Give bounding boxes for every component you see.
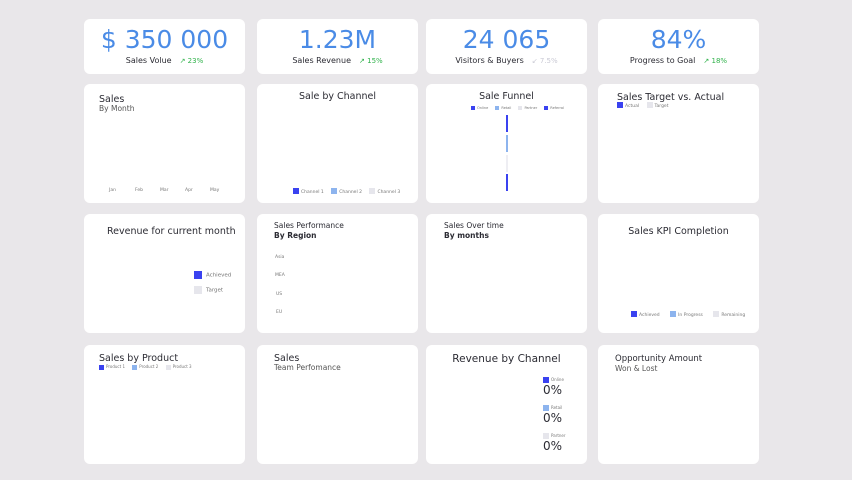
kpi-label: Progress to Goal xyxy=(629,56,696,65)
region-label: US xyxy=(276,292,283,297)
sales-over-time-card: Sales Over time By months xyxy=(426,214,587,333)
kpi-label: Sales Volue xyxy=(125,56,172,65)
card-title: Sale by Channel xyxy=(298,91,377,102)
kpi-card-sales-volume: $ 350 000 Sales Volue ↗ 23% xyxy=(84,19,245,74)
channel-stat: Online 0% xyxy=(543,377,564,397)
legend-item: Product 3 xyxy=(165,364,192,370)
card-title: Sale Funnel xyxy=(479,91,534,102)
sales-kpi-completion-card: Sales KPI Completion Achieved In Progres… xyxy=(598,214,759,333)
legend-item: Channel 2 xyxy=(331,188,362,195)
funnel-bar xyxy=(506,174,508,191)
legend-item: Achieved xyxy=(194,271,231,279)
region-label: EU xyxy=(276,310,283,315)
sale-funnel-card: Sale Funnel Online Retail Partner Referr… xyxy=(426,84,587,203)
legend-item: In Progress xyxy=(670,311,703,318)
funnel-bar xyxy=(506,135,508,152)
kpi-card-visitors-buyers: 24 065 Visitors & Buyers ↙ 7.5% xyxy=(426,19,587,74)
kpi-value: 1.23M xyxy=(298,25,377,54)
revenue-by-channel-card: Revenue by Channel Online 0% Retail 0% P… xyxy=(426,345,587,464)
legend: Product 1 Product 2 Product 3 xyxy=(99,364,198,370)
legend-item: Target xyxy=(194,286,223,294)
funnel-bar xyxy=(506,115,508,132)
card-subtitle: By Month xyxy=(99,104,135,113)
region-label: Asia xyxy=(275,255,285,260)
card-title: Sales KPI Completion xyxy=(628,226,729,237)
channel-stat: Retail 0% xyxy=(543,405,563,425)
channel-stat: Partner 0% xyxy=(543,433,566,453)
legend-item: Online xyxy=(471,106,488,110)
card-subtitle: Won & Lost xyxy=(615,364,658,373)
card-title: Sales by Product xyxy=(99,353,179,364)
funnel-bar xyxy=(506,155,508,172)
legend: Online Retail Partner Referral xyxy=(471,106,570,110)
legend: Achieved In Progress Remaining xyxy=(631,311,751,318)
arrow-up-right-icon: ↗ xyxy=(359,57,365,65)
kpi-value: $ 350 000 xyxy=(100,25,229,54)
kpi-trend: 18% xyxy=(711,57,728,65)
legend-item: Actual xyxy=(617,102,639,109)
kpi-card-progress-goal: 84% Progress to Goal ↗ 18% xyxy=(598,19,759,74)
month-label: Mar xyxy=(160,188,169,193)
region-label: MEA xyxy=(275,273,285,278)
sale-by-channel-card: Sale by Channel Channel 1 Channel 2 Chan… xyxy=(257,84,418,203)
legend-item: Channel 1 xyxy=(293,188,324,195)
legend: Actual Target xyxy=(617,102,674,109)
legend-item: Product 1 xyxy=(99,364,125,370)
card-subtitle: By months xyxy=(444,231,489,240)
card-subtitle: Team Perfomance xyxy=(274,363,341,372)
legend-item: Referral xyxy=(544,106,564,110)
legend-item: Remaining xyxy=(713,311,745,318)
card-subtitle: By Region xyxy=(274,231,317,240)
card-title: Revenue by Channel xyxy=(452,353,561,365)
legend-item: Achieved xyxy=(631,311,660,318)
kpi-trend: 7.5% xyxy=(539,57,558,65)
card-title: Sales xyxy=(99,94,125,105)
revenue-current-month-card: Revenue for current month Achieved Targe… xyxy=(84,214,245,333)
card-title: Sales xyxy=(274,353,300,364)
kpi-trend: 15% xyxy=(367,57,383,65)
opportunity-amount-card: Opportunity Amount Won & Lost xyxy=(598,345,759,464)
sales-by-month-card: Sales By Month Jan Feb Mar Apr May xyxy=(84,84,245,203)
legend-item: Channel 3 xyxy=(369,188,400,195)
card-title: Sales Performance xyxy=(274,221,344,230)
month-label: Apr xyxy=(185,188,193,193)
sales-by-product-card: Sales by Product Product 1 Product 2 Pro… xyxy=(84,345,245,464)
kpi-label: Sales Revenue xyxy=(292,56,351,65)
legend: Channel 1 Channel 2 Channel 3 xyxy=(293,188,406,195)
month-label: Jan xyxy=(109,188,116,193)
sales-target-actual-card: Sales Target vs. Actual Actual Target xyxy=(598,84,759,203)
sales-team-performance-card: Sales Team Perfomance xyxy=(257,345,418,464)
card-title: Sales Over time xyxy=(444,221,504,230)
arrow-up-right-icon: ↗ xyxy=(703,57,710,65)
kpi-value: 84% xyxy=(650,25,707,54)
month-label: Feb xyxy=(135,188,143,193)
month-label: May xyxy=(210,188,220,193)
kpi-card-sales-revenue: 1.23M Sales Revenue ↗ 15% xyxy=(257,19,418,74)
arrow-up-right-icon: ↗ xyxy=(179,57,186,65)
kpi-trend: 23% xyxy=(187,57,204,65)
card-title: Opportunity Amount xyxy=(615,354,703,364)
arrow-down-left-icon: ↙ xyxy=(531,57,538,65)
legend-item: Product 2 xyxy=(132,364,158,370)
sales-performance-region-card: Sales Performance By Region Asia MEA US … xyxy=(257,214,418,333)
legend-item: Partner xyxy=(518,106,537,110)
kpi-label: Visitors & Buyers xyxy=(455,56,524,65)
card-title: Revenue for current month xyxy=(107,226,236,237)
legend-item: Retail xyxy=(495,106,511,110)
kpi-value: 24 065 xyxy=(462,25,551,54)
card-title: Sales Target vs. Actual xyxy=(617,92,725,103)
legend-item: Target xyxy=(646,102,668,109)
